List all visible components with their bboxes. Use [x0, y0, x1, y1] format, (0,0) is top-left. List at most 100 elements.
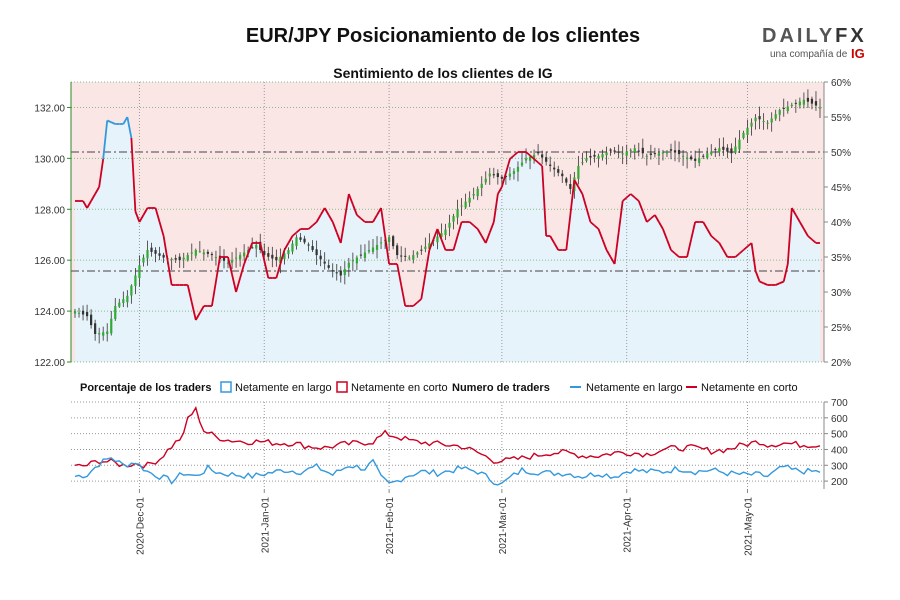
candle-body: [174, 258, 177, 260]
pct-line-segment: [372, 214, 378, 223]
candle-body: [810, 98, 814, 104]
pct-line-segment: [476, 228, 483, 237]
candle-body: [263, 250, 266, 256]
candle-body: [641, 147, 644, 154]
candle-body: [283, 253, 286, 260]
candle-body: [436, 236, 439, 243]
candle-body: [690, 156, 693, 160]
pct-line-segment: [569, 179, 576, 216]
legend: Porcentaje de los traders Netamente en l…: [80, 381, 798, 394]
pct-line-segment: [641, 211, 648, 223]
pct-line-segment: [646, 217, 652, 223]
candle-body: [657, 153, 661, 156]
candle-body: [424, 246, 427, 249]
logo-name-left: DAILY: [762, 25, 835, 47]
pct-line-segment: [283, 242, 290, 251]
x-tick-label: 2020-Dec-01: [135, 497, 146, 555]
candle-body: [287, 250, 290, 255]
pct-line-segment: [243, 253, 250, 265]
candle-body: [194, 250, 197, 256]
candle-body: [589, 155, 592, 158]
pct-line-segment: [513, 151, 519, 157]
candle-body: [605, 152, 608, 156]
pct-line-segment: [347, 193, 354, 205]
price-tick-label: 126.00: [34, 256, 65, 267]
pct-line-segment: [339, 218, 346, 244]
pct-line-segment: [553, 242, 560, 251]
candle-body: [275, 256, 278, 261]
pct-line-segment: [549, 235, 555, 244]
candle-body: [102, 332, 105, 336]
pct-line-segment: [710, 235, 716, 241]
candle-body: [178, 256, 181, 261]
candle-body: [806, 97, 810, 102]
candle-body: [130, 285, 133, 296]
candle-body: [303, 238, 306, 243]
candle-body: [569, 183, 572, 189]
candle-body: [392, 236, 395, 247]
pct-line-segment: [613, 232, 620, 265]
candle-body: [311, 246, 314, 250]
pct-line-segment: [617, 200, 624, 233]
pct-line-segment: [211, 281, 217, 307]
legend-pct-short-swatch: [336, 381, 348, 393]
candle-body: [255, 244, 258, 249]
traders-tick-label: 600: [831, 414, 848, 425]
pct-line-segment: [400, 284, 407, 307]
candle-body: [706, 153, 709, 159]
candle-body: [742, 132, 745, 139]
candle-body: [343, 269, 346, 275]
pct-line-segment: [247, 242, 254, 254]
pct-line-segment: [440, 239, 447, 251]
candle-body: [549, 164, 552, 166]
pct-line-segment: [589, 221, 596, 227]
pct-line-segment: [360, 217, 366, 223]
candle-body: [645, 155, 648, 157]
pct-line-segment: [215, 256, 221, 282]
pct-line-segment: [428, 239, 435, 251]
candle-body: [339, 270, 342, 276]
candle-body: [85, 311, 89, 317]
candle-body: [532, 154, 536, 160]
pct-line-segment: [279, 249, 286, 265]
pct-line-segment: [162, 235, 169, 261]
candle-body: [456, 209, 459, 218]
pct-line-segment: [106, 119, 112, 124]
pct-line-segment: [630, 193, 636, 199]
pct-line-segment: [626, 193, 632, 199]
candle-body: [561, 173, 564, 177]
candle-body: [331, 270, 334, 272]
candle-body: [122, 299, 125, 303]
pct-line-segment: [537, 161, 543, 167]
candle-body: [238, 255, 242, 260]
pct-line-segment: [138, 214, 145, 223]
candle-body: [464, 201, 467, 208]
pct-line-segment: [670, 249, 676, 255]
candle-body: [649, 153, 652, 155]
pct-line-segment: [759, 280, 764, 285]
candle-body: [545, 157, 548, 162]
pct-line-segment: [601, 239, 608, 251]
candle-body: [323, 261, 326, 264]
candle-body: [516, 166, 520, 172]
candle-body: [359, 254, 363, 256]
traders-long-line: [74, 457, 821, 486]
candle-body: [746, 127, 749, 136]
pct-line-segment: [396, 263, 403, 286]
candle-body: [500, 176, 503, 179]
candle-body: [396, 245, 399, 256]
chart-backgrounds: [71, 82, 824, 362]
chart-subtitle: Sentimiento de los clientes de IG: [333, 65, 552, 81]
candle-body: [271, 254, 274, 259]
pct-line-segment: [158, 221, 165, 237]
pct-line-segment: [473, 224, 479, 230]
chart-title: EUR/JPY Posicionamiento de los clientes: [246, 25, 640, 47]
pct-line-segment: [593, 224, 600, 230]
pct-line-segment: [509, 154, 515, 160]
candle-body: [541, 154, 544, 158]
candle-body: [508, 173, 512, 177]
x-tick-label: 2021-Apr-01: [623, 497, 634, 553]
x-tick-label: 2021-Jan-01: [260, 497, 271, 554]
pct-line-segment: [291, 231, 298, 237]
price-tick-label: 130.00: [34, 154, 65, 165]
